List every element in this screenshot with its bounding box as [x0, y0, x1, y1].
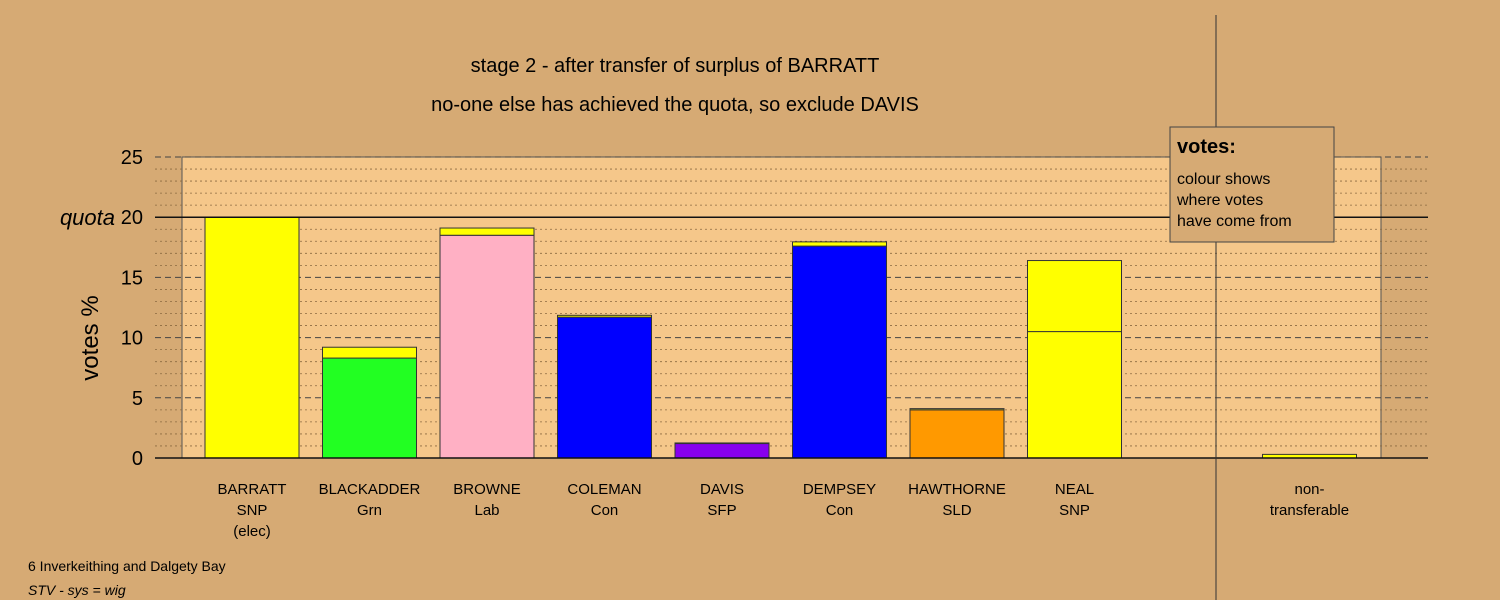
category-label: NEAL — [1055, 481, 1094, 498]
category-label: non- — [1294, 481, 1324, 498]
category-label: BROWNE — [453, 481, 521, 498]
chart-subtitle: no-one else has achieved the quota, so e… — [431, 94, 919, 116]
party-label: Lab — [474, 502, 499, 519]
y-tick-label: 15 — [121, 267, 143, 289]
party-label: Con — [591, 502, 619, 519]
bar-segment — [792, 241, 887, 247]
category-label: COLEMAN — [567, 481, 641, 498]
y-axis-label: votes % — [77, 295, 104, 380]
bar-segment — [792, 245, 887, 459]
bars — [204, 216, 1357, 459]
y-tick-label: 5 — [132, 388, 143, 410]
bar-segment — [674, 443, 770, 459]
system-caption: STV - sys = wig — [28, 582, 126, 598]
party-label: SNP — [1059, 502, 1090, 519]
legend-line: where votes — [1176, 192, 1263, 209]
y-tick-label: 20 — [121, 207, 143, 229]
bar-segment — [909, 408, 1005, 411]
party-label: SFP — [707, 502, 736, 519]
category-label: DEMPSEY — [803, 481, 876, 498]
legend-line: have come from — [1177, 213, 1292, 230]
y-tick-label: 25 — [121, 147, 143, 169]
bar-segment — [1027, 331, 1122, 459]
y-tick-label: 10 — [121, 328, 143, 350]
bar-segment — [322, 357, 417, 459]
y-tick-labels: 0 5 10 15 20 25 — [121, 147, 143, 470]
party-label: SNP — [237, 502, 268, 519]
category-label: DAVIS — [700, 481, 744, 498]
bar-segment — [1027, 260, 1122, 333]
party-label: Grn — [357, 502, 382, 519]
chart-title: stage 2 - after transfer of surplus of B… — [471, 55, 880, 77]
legend: votes: colour shows where votes have com… — [1169, 126, 1335, 243]
ward-caption: 6 Inverkeithing and Dalgety Bay — [28, 558, 226, 574]
bar-segment — [557, 314, 652, 318]
category-label: BLACKADDER — [319, 481, 421, 498]
party-label: transferable — [1270, 502, 1349, 519]
bar-segment — [439, 227, 535, 236]
legend-box — [1169, 126, 1335, 243]
bar-segment — [909, 409, 1005, 459]
bar-segment — [204, 216, 300, 459]
category-label: BARRATT — [218, 481, 287, 498]
party-label: Con — [826, 502, 854, 519]
x-tick-labels: BARRATT SNP (elec) BLACKADDER Grn BROWNE Lab CO… — [218, 481, 1350, 540]
legend-line: colour shows — [1177, 171, 1270, 188]
party-label: SLD — [942, 502, 971, 519]
category-label: HAWTHORNE — [908, 481, 1006, 498]
y-tick-label: 0 — [132, 448, 143, 470]
bar-segment — [322, 346, 417, 359]
bar-segment — [674, 442, 770, 445]
quota-label: quota — [60, 205, 115, 230]
legend-title: votes: — [1177, 136, 1236, 158]
bar-segment — [439, 234, 535, 459]
bar-segment — [557, 316, 652, 459]
status-label: (elec) — [233, 523, 271, 540]
